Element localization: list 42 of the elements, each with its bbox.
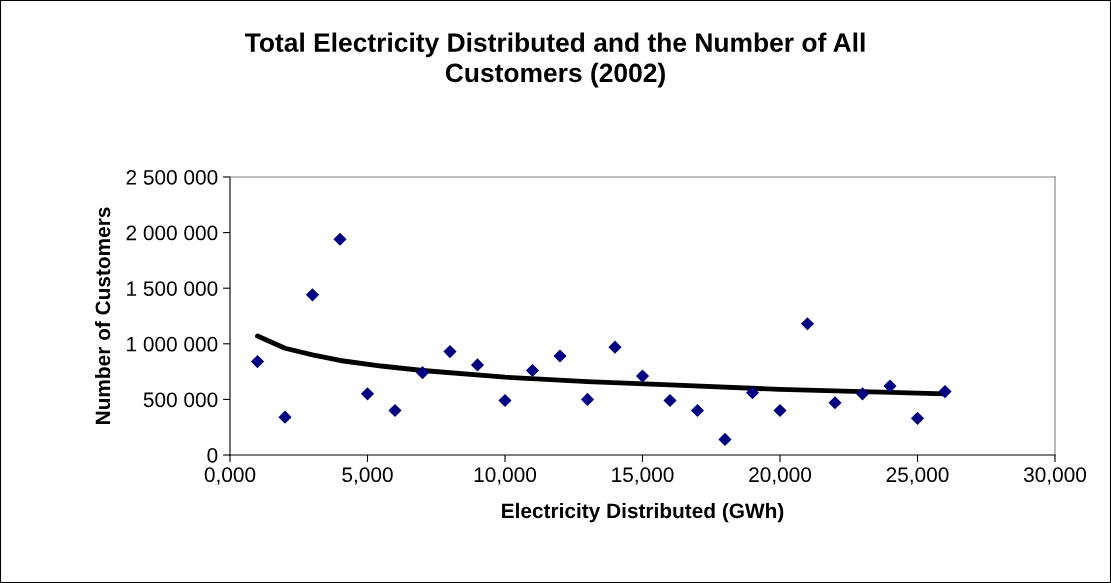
- y-tick-label: 1 000 000: [127, 336, 218, 352]
- point: [883, 379, 897, 393]
- point: [773, 403, 787, 418]
- point: [828, 396, 842, 410]
- point: [690, 403, 705, 418]
- x-tick-label: 10,000: [474, 467, 537, 485]
- point: [360, 387, 375, 401]
- point: [278, 410, 292, 424]
- x-tick-label: 20,000: [749, 467, 812, 485]
- point: [938, 385, 952, 399]
- y-tick-label: 500 000: [143, 392, 218, 408]
- point: [305, 288, 320, 302]
- x-tick-label: 5,000: [342, 467, 393, 485]
- point: [250, 355, 265, 369]
- y-tick-label: 0: [207, 448, 218, 463]
- point: [718, 432, 732, 447]
- point: [553, 349, 567, 363]
- x-tick-label: 30,000: [1023, 467, 1087, 485]
- point: [855, 387, 870, 401]
- point: [388, 403, 402, 418]
- point: [580, 392, 595, 406]
- point: [415, 366, 430, 380]
- x-axis-title: Electricity Distributed (GWh): [502, 502, 784, 523]
- point: [608, 340, 622, 354]
- point: [663, 393, 677, 408]
- y-axis-title: Number of Customers: [94, 207, 111, 424]
- chart-title: Total Electricity Distributed and the Number of All Customers (2002): [244, 32, 865, 88]
- y-tick-label: 2 000 000: [126, 225, 218, 241]
- x-tick-label: 15,000: [612, 467, 674, 485]
- x-tick-label: 0,000: [204, 467, 256, 485]
- point: [745, 386, 760, 400]
- y-tick-label: 1 500 000: [127, 281, 218, 296]
- point: [470, 358, 485, 372]
- point: [525, 363, 540, 378]
- point: [498, 393, 512, 408]
- point: [635, 369, 650, 383]
- point: [910, 411, 925, 425]
- point: [443, 345, 457, 359]
- x-tick-label: 25,000: [886, 467, 949, 485]
- point: [800, 317, 815, 331]
- y-tick-label: 2 500 000: [126, 170, 218, 185]
- point: [333, 232, 347, 246]
